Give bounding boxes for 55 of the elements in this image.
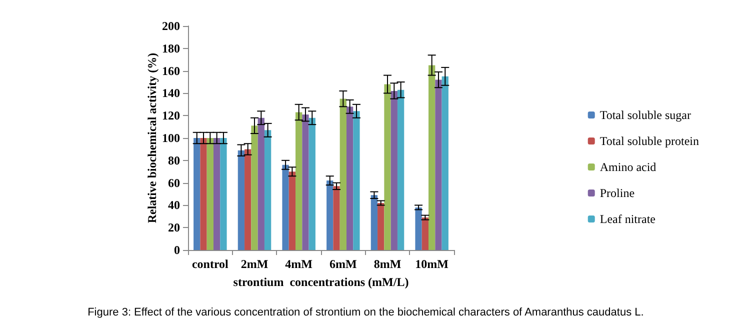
y-tick-label: 60 — [168, 176, 180, 190]
bar — [213, 138, 220, 250]
bar — [353, 111, 360, 250]
bar — [206, 138, 214, 250]
legend-label: Amino acid — [600, 160, 656, 174]
bar — [296, 112, 302, 250]
bar — [346, 106, 354, 250]
y-tick-label: 160 — [162, 64, 180, 78]
y-tick-label: 200 — [162, 19, 180, 33]
y-tick-label: 100 — [162, 131, 180, 145]
bar — [422, 218, 429, 250]
bar — [302, 114, 309, 250]
y-tick-label: 180 — [162, 41, 180, 56]
bar — [428, 65, 436, 250]
bar — [435, 80, 442, 250]
bar — [238, 150, 245, 250]
bar — [378, 202, 384, 250]
bar — [282, 164, 289, 250]
y-tick-label: 140 — [162, 86, 180, 100]
bar — [258, 118, 264, 250]
bar — [442, 76, 448, 250]
x-axis-title: strontium concentrations (mM/L) — [233, 275, 409, 289]
bar — [308, 118, 316, 250]
y-tick-label: 80 — [168, 153, 180, 168]
legend-label: Proline — [600, 186, 635, 200]
y-tick-label: 120 — [162, 108, 180, 123]
x-tick-label: 6mM — [330, 257, 357, 271]
bar — [384, 84, 391, 250]
bar — [415, 207, 422, 250]
bar — [288, 172, 296, 250]
legend-label: Leaf nitrate — [600, 212, 656, 226]
x-tick-label: 10mM — [415, 257, 448, 271]
y-tick-label: 40 — [168, 198, 180, 212]
x-tick-label: 2mM — [240, 257, 268, 271]
caption: Figure 3: Effect of the various concentration of strontium on the biochemical characters of Amaranthus caudatus L. — [88, 306, 644, 318]
bar — [200, 138, 207, 250]
y-tick-label: 0 — [174, 243, 180, 257]
legend-label: Total soluble sugar — [600, 108, 692, 122]
y-tick-label: 20 — [168, 220, 180, 235]
bar — [251, 126, 258, 250]
y-axis-title: Relative biochemical activity (%) — [145, 52, 159, 224]
bar — [340, 98, 346, 250]
bar — [194, 138, 200, 250]
bar — [333, 186, 340, 250]
bar — [244, 149, 252, 250]
bar — [264, 130, 272, 250]
legend-label: Total soluble protein — [600, 134, 699, 148]
bar — [370, 195, 378, 250]
bar — [220, 138, 227, 250]
bar — [326, 180, 334, 250]
bar — [397, 90, 404, 250]
bar — [390, 90, 398, 250]
x-tick-label: 8mM — [374, 257, 402, 271]
x-tick-label: control — [192, 257, 230, 271]
x-tick-label: 4mM — [285, 257, 312, 271]
